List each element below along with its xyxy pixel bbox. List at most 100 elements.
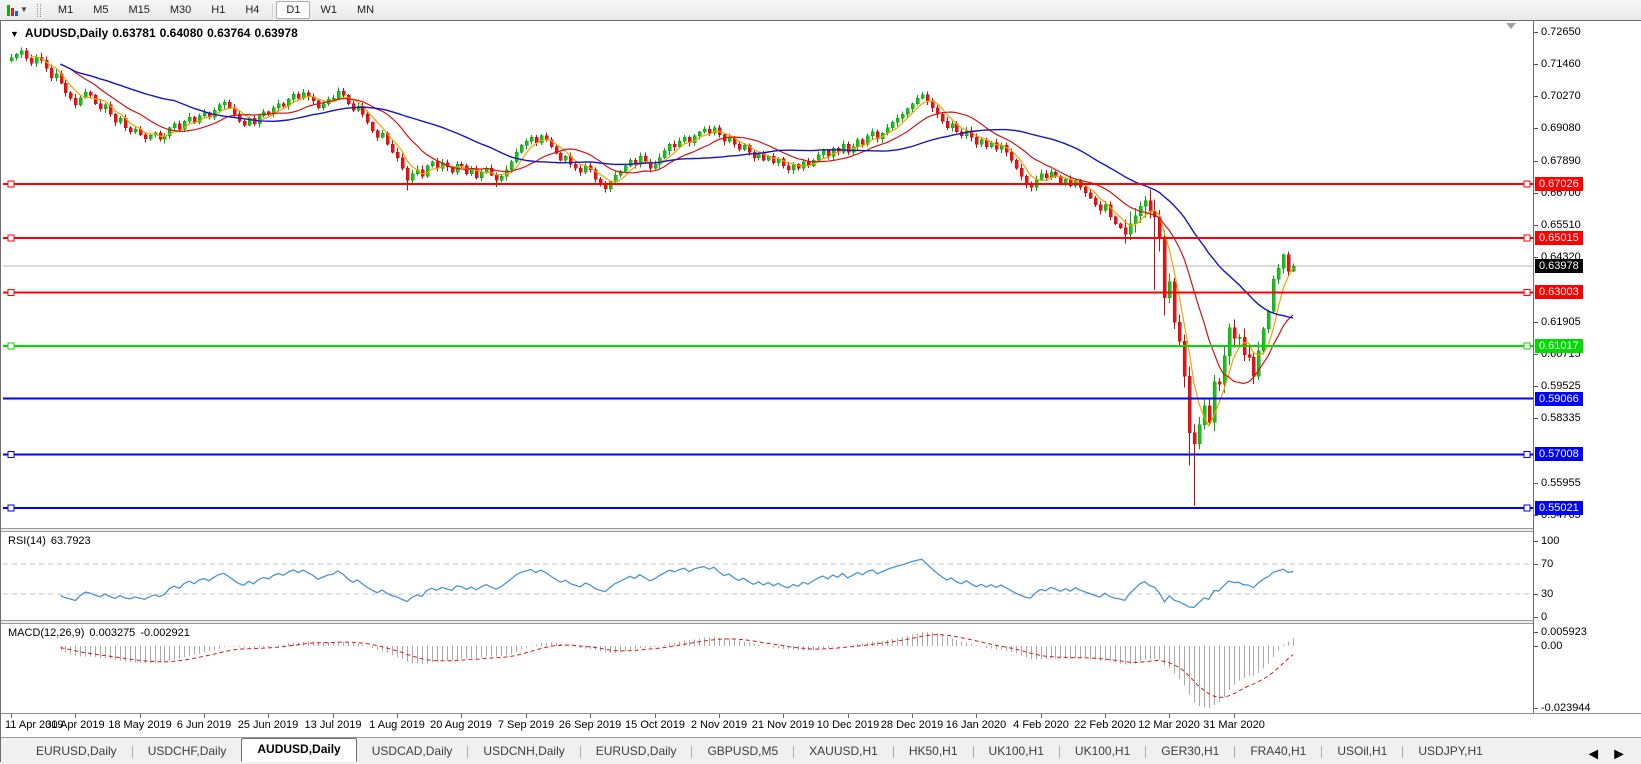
date-label: 20 Aug 2019	[430, 719, 492, 731]
ohlc-low: 0.63764	[207, 26, 251, 40]
tab-separator	[1058, 746, 1060, 758]
date-label: 22 Feb 2020	[1074, 719, 1136, 731]
pane-splitter[interactable]	[1, 528, 1641, 532]
chart-tab-usdjpy-h1[interactable]: USDJPY,H1	[1418, 744, 1483, 758]
chart-tab-usdcad-daily[interactable]: USDCAD,Daily	[371, 744, 453, 758]
chart-tab-eurusd-daily[interactable]: EURUSD,Daily	[36, 744, 117, 758]
chart-tab-usdcnh-daily[interactable]: USDCNH,Daily	[483, 744, 565, 758]
date-label: 31 Mar 2020	[1203, 719, 1265, 731]
rsi-indicator-pane[interactable]: RSI(14) 63.7923	[3, 532, 1533, 620]
candlestick-chart-canvas[interactable]	[3, 21, 1533, 528]
chart-client-area: ▼ AUDUSD,Daily 0.63781 0.64080 0.63764 0.6397…	[0, 20, 1641, 763]
toolbar-separator	[272, 3, 274, 17]
ohlc-open: 0.63781	[112, 26, 156, 40]
chart-tab-audusd-daily[interactable]: AUDUSD,Daily	[241, 738, 357, 762]
price-tick-label: 0.70270	[1541, 90, 1581, 102]
chart-tab-eurusd-daily[interactable]: EURUSD,Daily	[595, 744, 677, 758]
line-handle[interactable]	[7, 180, 15, 188]
chart-tab-usoil-h1[interactable]: USOil,H1	[1337, 744, 1388, 758]
line-handle[interactable]	[7, 450, 15, 458]
axis-tick-mark	[1534, 386, 1538, 387]
date-label: 11 Apr 2019	[5, 719, 64, 731]
date-label: 10 Dec 2019	[816, 719, 880, 731]
chart-tab-uk100-h1[interactable]: UK100,H1	[988, 744, 1044, 758]
date-label: 15 Oct 2019	[625, 719, 685, 731]
chart-tab-usdchf-daily[interactable]: USDCHF,Daily	[147, 744, 227, 758]
axis-tick-mark	[1534, 483, 1538, 484]
chart-tab-ger30-h1[interactable]: GER30,H1	[1161, 744, 1220, 758]
timeframe-button-h1[interactable]: H1	[211, 4, 226, 16]
timeframe-button-m5[interactable]: M5	[93, 4, 109, 16]
axis-tick-mark	[1534, 617, 1538, 618]
macd-name: MACD(12,26,9)	[8, 627, 85, 639]
line-handle[interactable]	[7, 504, 15, 512]
line-handle[interactable]	[1523, 180, 1531, 188]
macd-chart-canvas[interactable]	[3, 624, 1533, 713]
tab-separator	[1402, 746, 1404, 758]
toolbar-grip[interactable]	[36, 3, 41, 17]
rsi-chart-canvas[interactable]	[3, 532, 1533, 620]
collapse-icon[interactable]: ▼	[10, 29, 19, 39]
timeframe-button-mn[interactable]: MN	[356, 4, 375, 16]
macd-histogram	[61, 632, 1294, 708]
date-label: 18 May 2019	[108, 719, 172, 731]
line-handle[interactable]	[7, 288, 15, 296]
axis-tick-mark	[1534, 225, 1538, 226]
chart-tab-gbpusd-m5[interactable]: GBPUSD,M5	[707, 744, 779, 758]
macd-tick-label: 0.00	[1541, 640, 1563, 652]
price-chart-pane[interactable]: ▼ AUDUSD,Daily 0.63781 0.64080 0.63764 0.6397…	[3, 21, 1533, 528]
axis-tick-mark	[1534, 594, 1538, 595]
axis-tick-mark	[1534, 161, 1538, 162]
line-handle[interactable]	[1523, 450, 1531, 458]
tab-scroll-right-icon[interactable]: ►	[1611, 746, 1627, 763]
rsi-label: RSI(14) 63.7923	[8, 535, 96, 547]
current-price-label: 0.63978	[1535, 259, 1583, 273]
date-axis[interactable]: 11 Apr 2019 30 Apr 2019 18 May 2019 6 Jun 2…	[1, 713, 1641, 738]
date-tick-mark	[11, 714, 12, 718]
date-tick-mark	[719, 714, 720, 718]
date-label: 16 Jan 2020	[945, 719, 1007, 731]
timeframe-button-d1[interactable]: D1	[276, 1, 311, 19]
rsi-line	[60, 558, 1294, 609]
chart-tab-hk50-h1[interactable]: HK50,H1	[908, 744, 958, 758]
timeframe-button-m15[interactable]: M15	[128, 4, 150, 16]
timeframe-button-m1[interactable]: M1	[57, 4, 74, 16]
chart-tab-fra40-h1[interactable]: FRA40,H1	[1250, 744, 1307, 758]
rsi-tick-label: 70	[1541, 558, 1554, 570]
price-tick-label: 0.58335	[1541, 412, 1581, 424]
date-tick-mark	[333, 714, 334, 718]
chart-shift-marker-icon[interactable]	[1506, 23, 1516, 29]
moving-average-line-34[interactable]	[60, 63, 1294, 319]
tab-separator	[1145, 746, 1147, 758]
line-handle[interactable]	[7, 234, 15, 242]
ohlc-high: 0.64080	[159, 26, 204, 40]
rsi-value: 63.7923	[50, 535, 91, 547]
date-tick-mark	[1105, 714, 1106, 718]
rsi-tick-label: 0	[1541, 611, 1548, 623]
moving-average-line-13[interactable]	[60, 63, 1294, 385]
timeframe-button-m30[interactable]: M30	[169, 4, 192, 16]
tab-separator	[579, 746, 581, 758]
date-label: 2 Nov 2019	[690, 719, 748, 731]
chart-tab-uk100-h1[interactable]: UK100,H1	[1074, 744, 1131, 758]
date-label: 4 Feb 2020	[1013, 719, 1069, 731]
moving-average-line-5[interactable]	[30, 56, 1294, 428]
macd-indicator-pane[interactable]: MACD(12,26,9) 0.003275 -0.002921	[3, 624, 1533, 713]
timeframe-button-h4[interactable]: H4	[245, 4, 260, 16]
date-tick-mark	[526, 714, 527, 718]
pane-splitter[interactable]	[1, 620, 1641, 624]
price-axis[interactable]: 0.72650 0.71460 0.70270 0.69080 0.67890 0.667…	[1533, 21, 1641, 714]
timeframe-button-w1[interactable]: W1	[320, 4, 337, 16]
price-line-label: 0.57008	[1535, 447, 1583, 461]
tab-scroll-left-icon[interactable]: ◄	[1585, 746, 1602, 763]
rsi-tick-label: 30	[1541, 588, 1554, 600]
line-handle[interactable]	[1523, 504, 1531, 512]
price-line-label: 0.55021	[1535, 501, 1583, 515]
chart-type-button[interactable]: ▼	[3, 3, 32, 17]
chart-tab-xauusd-h1[interactable]: XAUUSD,H1	[809, 744, 878, 758]
line-handle[interactable]	[1523, 288, 1531, 296]
line-handle[interactable]	[7, 342, 15, 350]
price-line-label: 0.65015	[1535, 231, 1583, 245]
line-handle[interactable]	[1523, 342, 1531, 350]
line-handle[interactable]	[1523, 234, 1531, 242]
